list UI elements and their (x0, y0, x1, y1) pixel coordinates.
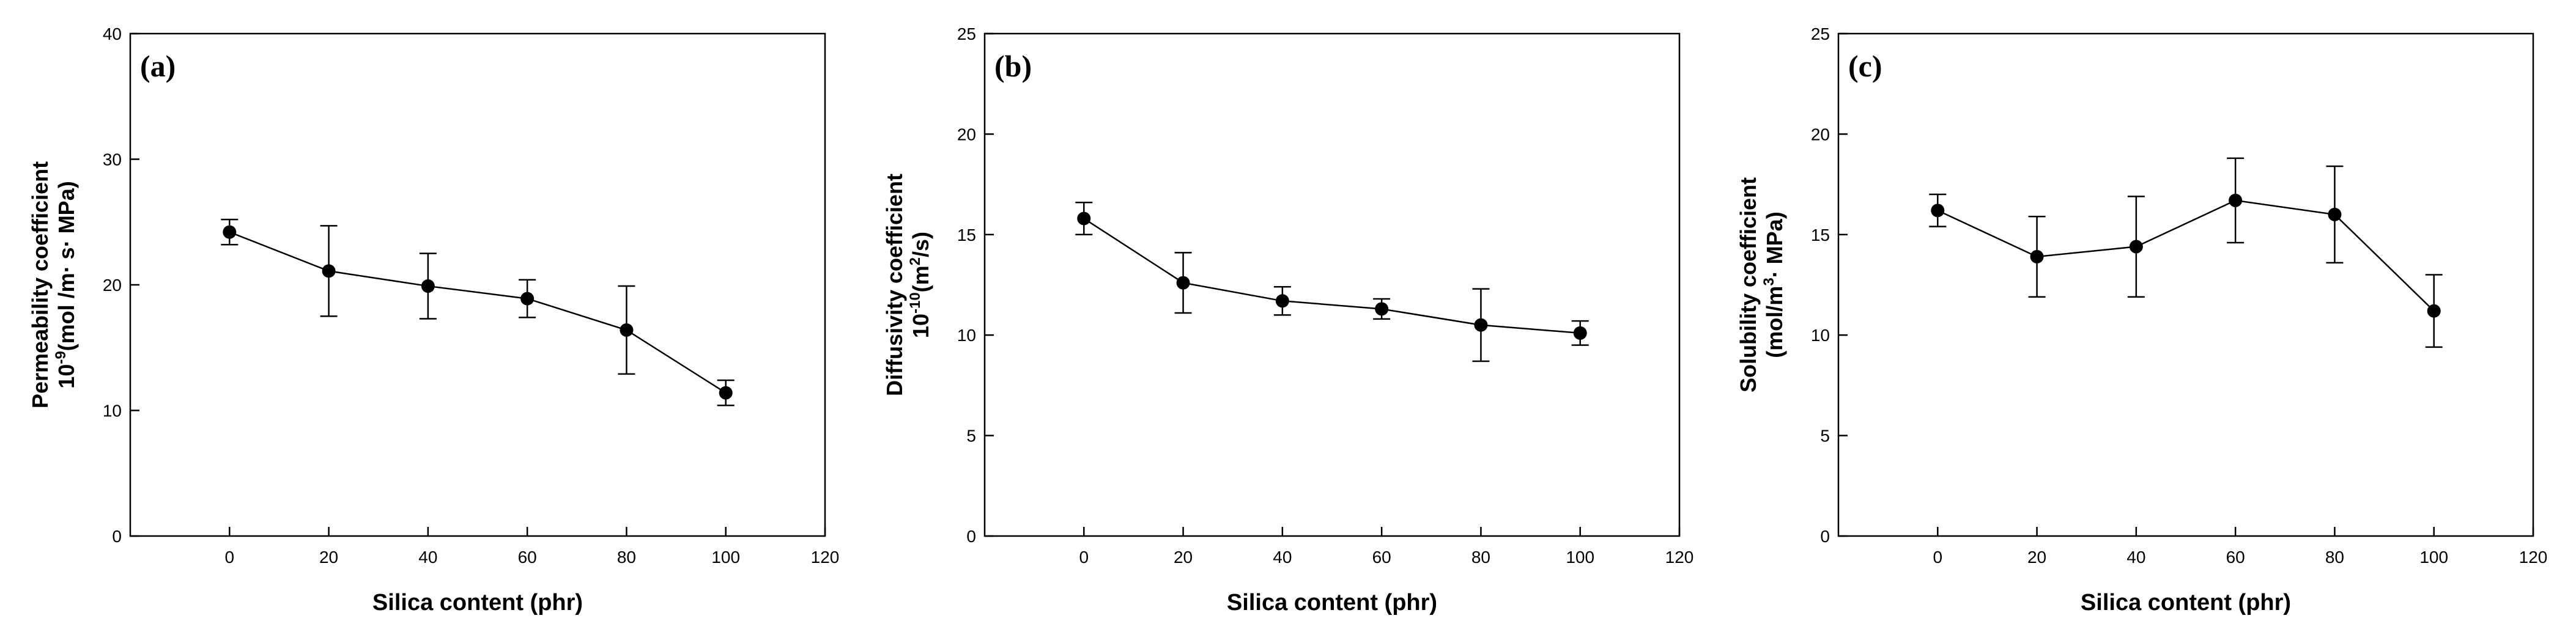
data-point (2328, 207, 2342, 221)
y-tick-label: 20 (1811, 125, 1830, 144)
y-axis-label-part: /s) (908, 232, 933, 257)
y-tick-label: 5 (1820, 427, 1830, 446)
x-tick-label: 80 (1471, 548, 1490, 567)
x-tick-label: 0 (1933, 548, 1942, 567)
plot-frame (983, 32, 1681, 537)
x-tick-label: 0 (224, 548, 234, 567)
x-tick-label: 120 (2519, 548, 2548, 567)
panel-label: (b) (994, 49, 1032, 83)
y-axis-label-line2: 10-9(mol /m· s· MPa) (53, 181, 79, 388)
y-tick-label: 15 (1811, 226, 1830, 244)
data-point (1573, 326, 1587, 340)
y-axis-label-part: (mol/m (1762, 286, 1787, 358)
y-tick-label: 30 (103, 150, 122, 169)
series-line (1083, 218, 1580, 334)
x-tick-label: 120 (811, 548, 840, 567)
x-tick-label: 40 (2126, 548, 2145, 567)
x-axis-label: Silica content (phr) (2081, 590, 2291, 615)
chart-panel-1: 0 10 20 30 40 0 20 40 60 80 100 120 Silica content (… (28, 24, 839, 615)
chart-panel-2: 0 5 10 15 20 25 0 20 40 60 80 100 120 Silica content … (882, 24, 1693, 615)
y-axis-label-line1: Solubility coefficient (1736, 177, 1761, 392)
data-point (1931, 204, 1945, 218)
x-axis-label: Silica content (phr) (1227, 590, 1437, 615)
x-tick-label: 20 (1174, 548, 1193, 567)
y-tick-label: 40 (103, 24, 122, 43)
y-axis-label-line1: Diffusivity coefficient (882, 174, 907, 396)
y-axis-label-line2: 10-10(m2/s) (907, 232, 933, 338)
data-point (1077, 211, 1091, 226)
y-tick-label: 25 (957, 24, 976, 43)
series-line (229, 231, 727, 394)
y-axis-label-part: (m (908, 265, 933, 292)
x-tick-label: 40 (418, 548, 437, 567)
y-tick-label: 0 (966, 527, 976, 546)
data-point (719, 386, 733, 400)
y-axis-label-exponent: 2 (907, 257, 923, 265)
data-point (421, 279, 435, 293)
y-axis-label-part: · MPa) (1762, 211, 1787, 277)
x-tick-label: 60 (518, 548, 537, 567)
x-tick-label: 20 (2027, 548, 2046, 567)
data-point (2129, 240, 2143, 254)
data-point (2229, 193, 2243, 207)
data-point (2030, 249, 2044, 263)
x-axis-label: Silica content (phr) (372, 590, 583, 615)
data-point (1275, 294, 1289, 308)
data-point (2427, 304, 2441, 318)
x-tick-label: 60 (1372, 548, 1391, 567)
y-axis-label-exponent: -10 (907, 292, 923, 314)
data-point (223, 225, 237, 239)
x-tick-label: 20 (319, 548, 338, 567)
y-axis-label-part: 10 (54, 364, 79, 389)
y-tick-label: 20 (957, 125, 976, 144)
x-tick-label: 100 (1566, 548, 1594, 567)
chart-panel-3: 0 5 10 15 20 25 0 20 40 60 80 100 120 Silica content … (1736, 24, 2547, 615)
y-tick-label: 20 (103, 276, 122, 295)
y-tick-label: 10 (957, 326, 976, 345)
plot-frame (1837, 32, 2534, 537)
y-tick-label: 10 (103, 402, 122, 421)
panel-label: (c) (1848, 49, 1882, 83)
data-point (322, 264, 336, 278)
y-tick-label: 15 (957, 226, 976, 244)
y-axis-label-part: (mol /m· s· MPa) (54, 181, 79, 351)
y-tick-label: 5 (966, 427, 976, 446)
x-tick-label: 120 (1665, 548, 1694, 567)
y-tick-label: 0 (1820, 527, 1830, 546)
x-tick-label: 40 (1273, 548, 1292, 567)
data-point (620, 323, 634, 337)
y-axis-label-line1: Permeability coefficient (28, 161, 53, 408)
x-tick-label: 0 (1079, 548, 1089, 567)
y-axis-label-part: 10 (908, 314, 933, 338)
data-point (1474, 318, 1488, 332)
y-axis-label-exponent: 3 (1761, 277, 1777, 285)
y-axis-label-exponent: -9 (53, 351, 69, 364)
y-tick-label: 25 (1811, 24, 1830, 43)
y-tick-label: 10 (1811, 326, 1830, 345)
data-point (1375, 302, 1389, 316)
x-tick-label: 60 (2226, 548, 2245, 567)
x-tick-label: 100 (711, 548, 740, 567)
data-point (1176, 276, 1190, 290)
series-line (1937, 199, 2435, 312)
y-axis-label-line2: (mol/m3· MPa) (1761, 211, 1787, 358)
y-tick-label: 0 (112, 527, 122, 546)
x-tick-label: 100 (2419, 548, 2448, 567)
data-point (520, 292, 535, 306)
x-tick-label: 80 (2325, 548, 2344, 567)
x-tick-label: 80 (617, 548, 636, 567)
panel-label: (a) (140, 49, 176, 83)
